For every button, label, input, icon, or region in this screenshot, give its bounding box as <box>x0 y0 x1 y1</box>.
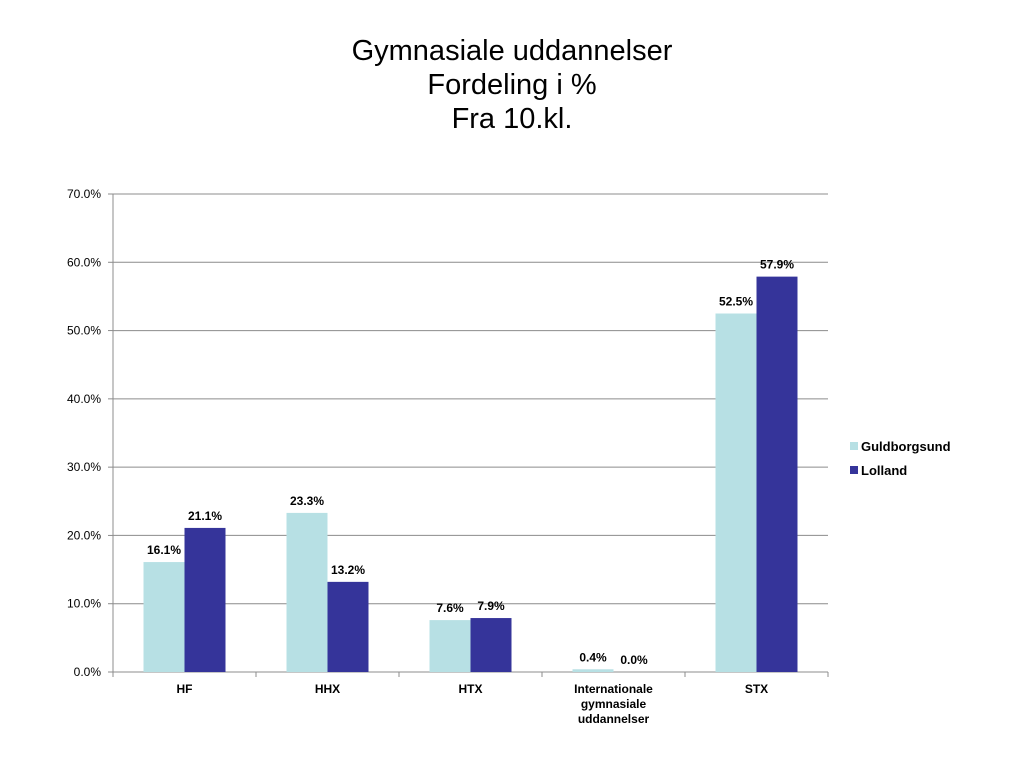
bar <box>286 512 328 672</box>
bar <box>143 562 185 672</box>
data-label: 7.6% <box>436 601 464 615</box>
legend-swatch <box>850 442 858 450</box>
bar <box>470 618 512 672</box>
x-category-label: HHX <box>315 682 340 696</box>
bar <box>184 527 226 672</box>
y-tick-label: 70.0% <box>67 187 101 201</box>
data-label: 13.2% <box>331 563 365 577</box>
bar <box>429 620 471 672</box>
y-tick-label: 60.0% <box>67 255 101 269</box>
data-label: 0.4% <box>579 650 607 664</box>
data-label: 57.9% <box>760 258 794 272</box>
y-tick-label: 0.0% <box>74 665 102 679</box>
x-category-label-line: gymnasiale <box>581 697 647 711</box>
x-category-label-line: HF <box>177 682 193 696</box>
y-tick-label: 50.0% <box>67 324 101 338</box>
y-tick-label: 40.0% <box>67 392 101 406</box>
bar <box>715 313 757 672</box>
data-label: 52.5% <box>719 295 753 309</box>
y-tick-label: 20.0% <box>67 528 101 542</box>
x-category-label-line: uddannelser <box>578 712 650 726</box>
data-label: 23.3% <box>290 494 324 508</box>
bar <box>756 276 798 672</box>
x-category-label-line: HTX <box>459 682 483 696</box>
x-category-label-line: STX <box>745 682 768 696</box>
data-label: 16.1% <box>147 543 181 557</box>
data-label: 7.9% <box>477 599 505 613</box>
y-tick-label: 10.0% <box>67 597 101 611</box>
chart-title-line-2: Fordeling i % <box>427 69 597 101</box>
y-tick-label: 30.0% <box>67 460 101 474</box>
x-category-label: HTX <box>459 682 483 696</box>
chart-title-line-3: Fra 10.kl. <box>451 103 573 135</box>
legend-label: Lolland <box>861 463 907 478</box>
x-category-label-line: Internationale <box>574 682 653 696</box>
x-category-label: STX <box>745 682 768 696</box>
legend-swatch <box>850 466 858 474</box>
data-label: 21.1% <box>188 509 222 523</box>
x-category-label: Internationale gymnasiale uddannelser <box>574 682 653 726</box>
chart-title-line-1: Gymnasiale uddannelser <box>351 35 673 67</box>
bar <box>327 581 369 672</box>
chart-title: Gymnasiale uddannelser Fordeling i % Fra… <box>0 34 1024 136</box>
x-category-label: HF <box>177 682 193 696</box>
legend-label: Guldborgsund <box>861 439 951 454</box>
x-category-label-line: HHX <box>315 682 340 696</box>
data-label: 0.0% <box>620 653 648 667</box>
bar <box>572 669 614 672</box>
